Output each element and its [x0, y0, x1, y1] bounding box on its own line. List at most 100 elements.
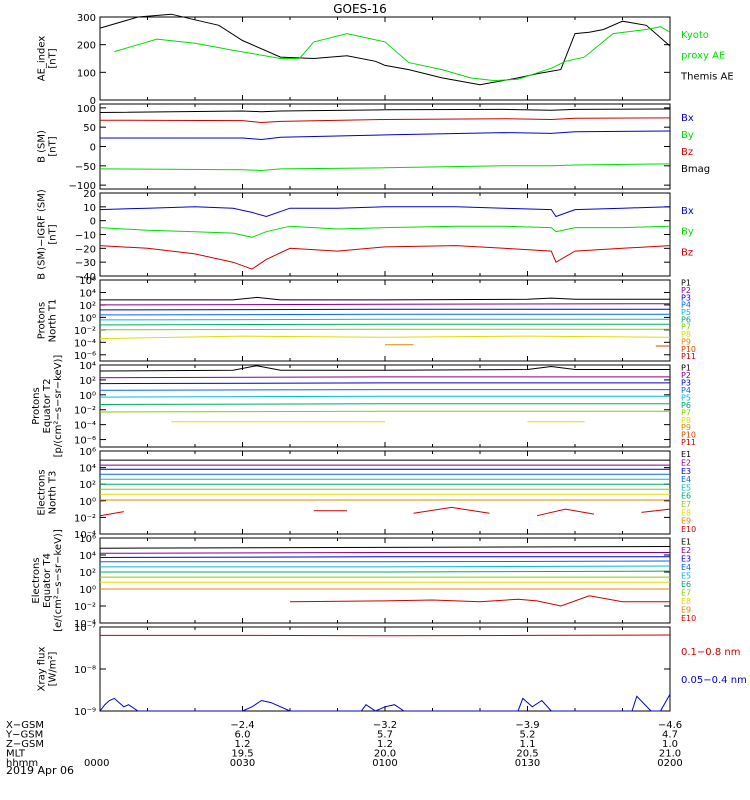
series-line-p3: [99, 308, 670, 311]
legend-label: E1: [681, 537, 691, 546]
legend-label: E6: [681, 580, 691, 589]
panel-2: 100 50 0 −50 −100 B (SM) [nT] Bx By Bz Bmag: [37, 103, 710, 192]
y-tick-label: 10⁻⁸: [74, 665, 96, 676]
legend-label: P4: [681, 386, 691, 395]
legend-label: E8: [681, 508, 691, 517]
series-line-e10: [289, 595, 670, 607]
ephemeris-value: 19.5: [231, 749, 253, 760]
y-tick-label: 10⁶: [79, 276, 96, 287]
panel-7: 10⁶ 10⁴ 10² 10⁰ 10⁻² 10⁻⁴ Electrons Equator T4[…: [31, 529, 696, 632]
y-axis-label: B (SM): [37, 130, 48, 163]
series-line-themis-ae: [99, 13, 671, 86]
series-line-e6: [100, 570, 671, 573]
y-axis-label: B (SM)−IGRF (SM): [37, 189, 48, 280]
y-axis-label: Xray flux: [37, 647, 48, 692]
ephemeris-value: 0130: [515, 758, 540, 769]
y-tick-label: 10⁰: [79, 585, 96, 596]
legend-label: By: [681, 130, 694, 141]
legend-label: E4: [681, 475, 691, 484]
series-line-bmag: [99, 108, 671, 113]
legend-label: P7: [681, 408, 691, 417]
y-axis-label: North T3: [48, 471, 59, 515]
legend-label: E4: [681, 563, 691, 572]
series-line-0-05-0-4-nm: [99, 693, 671, 712]
ephemeris-row-label: Y−GSM: [5, 730, 43, 741]
series-line-p3: [99, 382, 670, 385]
y-tick-label: 0: [90, 96, 96, 107]
legend-label: E7: [681, 500, 691, 509]
y-tick-label: 10⁶: [79, 447, 96, 458]
legend-label: By: [681, 227, 694, 238]
y-tick-label: 10²: [79, 568, 96, 579]
series-line-e1: [99, 546, 671, 549]
legend-label: Bmag: [681, 164, 710, 175]
y-tick-label: 10⁻⁶: [74, 436, 96, 447]
ephemeris-value: 5.2: [520, 730, 536, 741]
y-tick-label: 20: [83, 189, 96, 200]
ephemeris-row-label: MLT: [6, 749, 26, 760]
legend-label: proxy AE: [681, 51, 725, 62]
plot-frame: [99, 192, 671, 277]
legend-label: P1: [681, 279, 691, 288]
legend-label: E6: [681, 492, 691, 501]
legend-label: P9: [681, 423, 691, 432]
ephemeris-value: 20.5: [516, 749, 538, 760]
ephemeris-value: 0030: [230, 758, 255, 769]
y-axis-label: [nT]: [48, 48, 59, 68]
ephemeris-value: 1.0: [662, 739, 678, 750]
y-axis-label: Equator T4: [42, 553, 53, 608]
y-tick-label: −10: [75, 231, 96, 242]
y-tick-label: 10⁰: [79, 313, 96, 324]
series-line-e10c: [413, 506, 490, 514]
ephemeris-value: 20.0: [374, 749, 396, 760]
series-line-p1: [100, 296, 670, 301]
legend-label: E2: [681, 459, 691, 468]
y-axis-label: Equator T2: [42, 379, 53, 434]
y-tick-label: 10⁻²: [74, 326, 96, 337]
series-line-p2: [99, 376, 670, 379]
series-line-e10e: [641, 508, 671, 513]
legend-label: P11: [681, 352, 696, 361]
legend-label: E8: [681, 597, 691, 606]
y-tick-label: 100: [77, 68, 96, 79]
y-tick-label: 200: [77, 41, 96, 52]
series-line-e2: [99, 552, 670, 554]
y-axis-label: Electrons: [37, 469, 48, 515]
ephemeris-value: −3.9: [515, 720, 539, 731]
y-tick-label: 10⁰: [79, 497, 96, 508]
y-tick-label: −40: [75, 272, 96, 283]
series-line-bx: [99, 206, 671, 218]
y-tick-label: 10⁻²: [74, 406, 96, 417]
y-tick-label: 10: [83, 203, 96, 214]
y-tick-label: 100: [77, 104, 96, 115]
ephemeris-value: 21.0: [659, 749, 681, 760]
series-line-kyoto-proxy-ae: [114, 26, 671, 82]
y-tick-label: −30: [75, 258, 96, 269]
ephemeris-row-label: Z−GSM: [6, 739, 44, 750]
legend-label: Bx: [681, 113, 694, 124]
series-line-p2: [99, 303, 671, 306]
legend-label: P5: [681, 393, 691, 402]
series-line-p6: [99, 323, 670, 326]
y-tick-label: 10⁻⁴: [74, 338, 96, 349]
y-tick-label: 10⁴: [79, 551, 96, 562]
y-tick-label: 10⁻⁴: [74, 421, 96, 432]
plot-frame: [99, 537, 671, 624]
y-tick-label: 10²: [79, 301, 96, 312]
y-tick-label: 10⁴: [79, 288, 96, 299]
plot-frame: [99, 103, 671, 190]
y-axis-label: North T1: [48, 299, 59, 343]
series-line-p5: [99, 395, 670, 398]
legend-label: P10: [681, 345, 696, 354]
legend-label: P9: [681, 337, 691, 346]
y-tick-label: −50: [75, 162, 96, 173]
y-tick-label: 10⁻⁴: [74, 619, 96, 630]
legend-label: 0.1−0.8 nm: [681, 647, 740, 658]
ephemeris-row-label: X−GSM: [6, 720, 44, 731]
series-line-by: [99, 163, 671, 172]
legend-label: E3: [681, 467, 691, 476]
legend-label: P2: [681, 286, 691, 295]
